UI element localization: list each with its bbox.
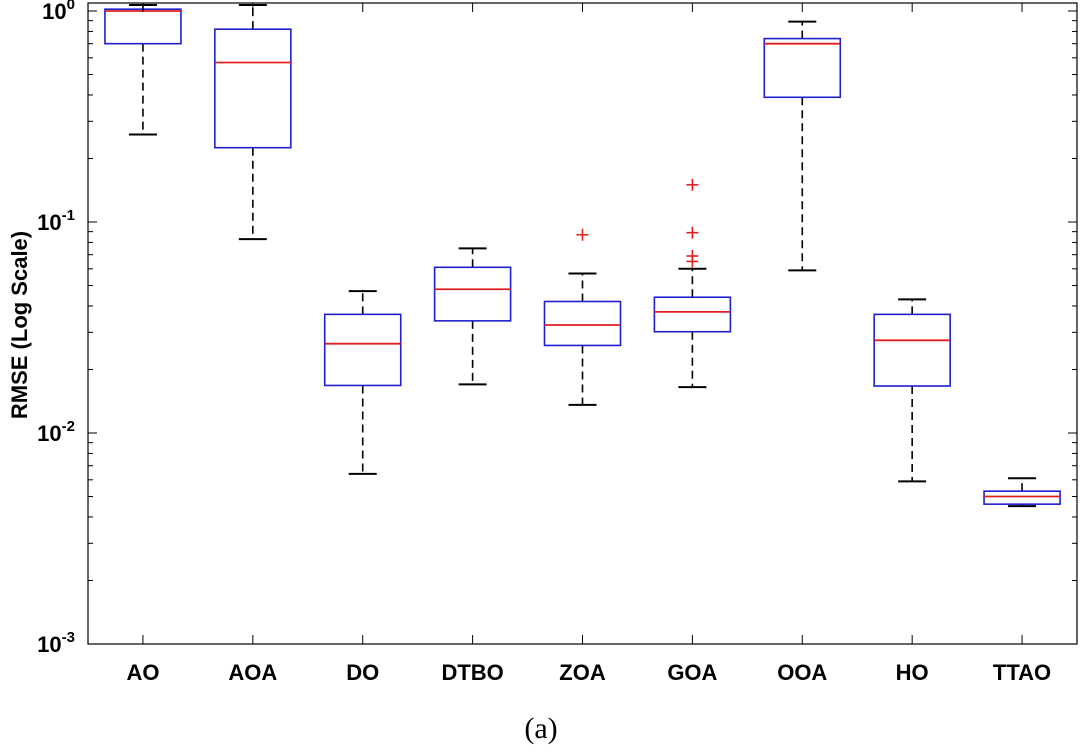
box-ttao xyxy=(983,477,1061,508)
y-tick-base: 10 xyxy=(37,632,61,657)
y-tick-base: 10 xyxy=(42,0,66,24)
box-do xyxy=(323,290,402,475)
outlier-marker xyxy=(576,228,589,241)
y-tick-label: 10-1 xyxy=(37,207,75,235)
iqr-box xyxy=(983,490,1061,505)
y-tick-label: 100 xyxy=(42,0,75,24)
y-tick-label: 10-2 xyxy=(37,418,75,446)
outlier-marker xyxy=(686,226,699,239)
figure-caption: (a) xyxy=(524,712,557,745)
plot-area xyxy=(87,2,1078,645)
box-zoa xyxy=(543,228,622,406)
box-goa xyxy=(653,178,732,389)
box-dtbo xyxy=(433,247,512,386)
outlier-marker xyxy=(686,250,699,263)
iqr-box xyxy=(543,300,622,347)
iqr-box xyxy=(433,266,512,322)
box-ooa xyxy=(763,20,842,272)
x-tick-label: DO xyxy=(346,660,379,685)
x-tick-label: AOA xyxy=(228,660,277,685)
x-tick-label: TTAO xyxy=(993,660,1051,685)
iqr-box xyxy=(653,296,732,333)
y-axis-label: RMSE (Log Scale) xyxy=(7,231,32,419)
x-tick-label: GOA xyxy=(667,660,717,685)
outlier-marker xyxy=(686,178,699,191)
y-tick-exponent: -2 xyxy=(62,418,75,435)
y-tick-base: 10 xyxy=(37,210,61,235)
x-tick-label: HO xyxy=(896,660,929,685)
y-tick-exponent: 0 xyxy=(67,0,75,13)
x-axis: AO AOA DO DTBO ZOA GOA OOA HO TTAO xyxy=(126,3,1051,685)
x-tick-label: AO xyxy=(126,660,159,685)
y-tick-base: 10 xyxy=(37,421,61,446)
x-tick-label: DTBO xyxy=(441,660,503,685)
iqr-box xyxy=(873,313,951,387)
y-tick-label: 10-3 xyxy=(37,629,75,657)
y-tick-exponent: -3 xyxy=(62,629,75,646)
y-tick-exponent: -1 xyxy=(62,207,75,224)
iqr-box xyxy=(763,37,842,99)
x-tick-label: ZOA xyxy=(559,660,606,685)
iqr-box xyxy=(323,313,402,387)
box-aoa xyxy=(214,4,292,241)
x-tick-label: OOA xyxy=(777,660,827,685)
iqr-box xyxy=(214,28,292,149)
box-ho xyxy=(873,298,951,483)
boxes-layer xyxy=(104,4,1061,508)
